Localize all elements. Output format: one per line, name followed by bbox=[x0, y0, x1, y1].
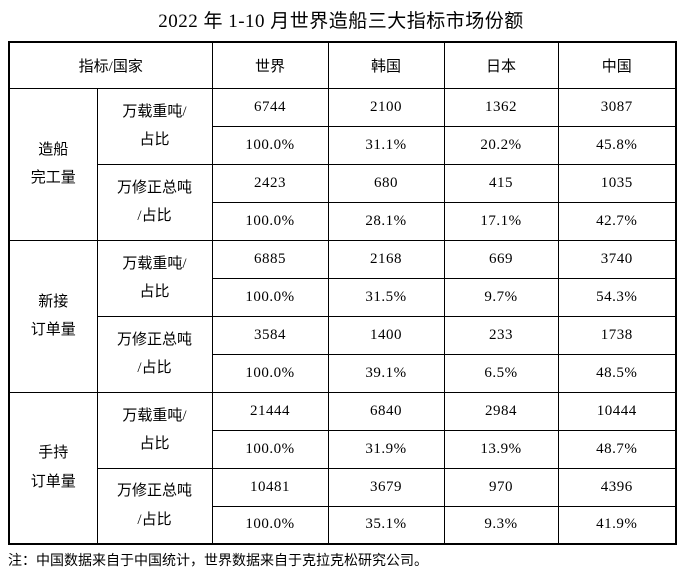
share-cell: 100.0% bbox=[211, 429, 329, 469]
share-cell: 9.7% bbox=[443, 277, 559, 317]
value-cell: 6744 bbox=[211, 87, 329, 127]
share-cell: 41.9% bbox=[557, 505, 677, 545]
table-row: 万修正总吨 /占比 2423 680 415 1035 bbox=[9, 163, 677, 241]
share-cell: 45.8% bbox=[557, 125, 677, 165]
share-cell: 100.0% bbox=[211, 505, 329, 545]
value-cell: 3584 bbox=[211, 315, 329, 355]
value-cell: 1400 bbox=[327, 315, 445, 355]
label-line: 万修正总吨 bbox=[117, 179, 193, 196]
value-cell: 1738 bbox=[557, 315, 677, 355]
label-line: 完工量 bbox=[30, 170, 76, 186]
value-cell: 2423 bbox=[211, 163, 329, 203]
header-japan: 日本 bbox=[443, 41, 559, 89]
market-share-table: 指标/国家 世界 韩国 日本 中国 造船 完工量 万载重吨/ 占比 6744 2… bbox=[8, 41, 678, 545]
header-china: 中国 bbox=[557, 41, 677, 89]
metric-label-dwt: 万载重吨/ 占比 bbox=[96, 391, 213, 469]
table-row: 100.0% 31.9% 13.9% 48.7% bbox=[9, 429, 677, 469]
share-cell: 48.7% bbox=[557, 429, 677, 469]
share-cell: 100.0% bbox=[211, 125, 329, 165]
label-line: /占比 bbox=[137, 360, 172, 376]
value-cell: 669 bbox=[443, 239, 559, 279]
label-line: 万载重吨/ bbox=[122, 103, 187, 120]
table-row: 万修正总吨 /占比 3584 1400 233 1738 bbox=[9, 315, 677, 393]
value-cell: 4396 bbox=[557, 467, 677, 507]
label-line: /占比 bbox=[137, 511, 172, 528]
label-line: 占比 bbox=[139, 284, 170, 300]
share-cell: 39.1% bbox=[327, 353, 445, 393]
label-line: 造船 bbox=[38, 141, 69, 158]
share-cell: 31.1% bbox=[327, 125, 445, 165]
table-row: 100.0% 35.1% 9.3% 41.9% bbox=[9, 505, 677, 545]
share-cell: 9.3% bbox=[443, 505, 559, 545]
share-cell: 100.0% bbox=[211, 277, 329, 317]
metric-label-dwt: 万载重吨/ 占比 bbox=[96, 239, 213, 317]
value-cell: 1035 bbox=[557, 163, 677, 203]
value-cell: 680 bbox=[327, 163, 445, 203]
share-cell: 35.1% bbox=[327, 505, 445, 545]
table-row: 100.0% 28.1% 17.1% 42.7% bbox=[9, 201, 677, 241]
value-cell: 233 bbox=[443, 315, 559, 355]
metric-label-dwt: 万载重吨/ 占比 bbox=[96, 87, 213, 165]
metric-label-cgt: 万修正总吨 /占比 bbox=[96, 315, 213, 393]
table-row: 100.0% 31.5% 9.7% 54.3% bbox=[9, 277, 677, 317]
group-label-completions: 造船 完工量 bbox=[8, 87, 98, 241]
label-line: 订单量 bbox=[30, 473, 76, 490]
share-cell: 13.9% bbox=[443, 429, 559, 469]
metric-label-cgt: 万修正总吨 /占比 bbox=[96, 163, 213, 241]
value-cell: 2100 bbox=[327, 87, 445, 127]
footnote: 注：中国数据来自于中国统计，世界数据来自于克拉克松研究公司。 bbox=[8, 554, 428, 568]
value-cell: 3740 bbox=[557, 239, 677, 279]
page-title: 2022 年 1-10 月世界造船三大指标市场份额 bbox=[158, 11, 524, 32]
value-cell: 6840 bbox=[327, 391, 445, 431]
header-indicator-country: 指标/国家 bbox=[8, 41, 213, 89]
table-row: 新接 订单量 万载重吨/ 占比 6885 2168 669 3740 bbox=[8, 239, 677, 393]
label-line: 万修正总吨 bbox=[117, 331, 193, 348]
label-line: 万载重吨/ bbox=[122, 407, 187, 424]
label-line: 订单量 bbox=[30, 322, 76, 338]
value-cell: 1362 bbox=[443, 87, 559, 127]
share-cell: 100.0% bbox=[211, 353, 329, 393]
share-cell: 31.9% bbox=[327, 429, 445, 469]
share-cell: 20.2% bbox=[443, 125, 559, 165]
label-line: 新接 bbox=[38, 293, 69, 310]
label-line: 万载重吨/ bbox=[122, 255, 187, 272]
table-row: 手持 订单量 万载重吨/ 占比 21444 6840 2984 10444 bbox=[8, 391, 677, 545]
share-cell: 28.1% bbox=[327, 201, 445, 241]
share-cell: 48.5% bbox=[557, 353, 677, 393]
metric-label-cgt: 万修正总吨 /占比 bbox=[96, 467, 213, 545]
table-row: 100.0% 39.1% 6.5% 48.5% bbox=[9, 353, 677, 393]
group-label-order-book: 手持 订单量 bbox=[8, 391, 98, 545]
value-cell: 10481 bbox=[211, 467, 329, 507]
value-cell: 2984 bbox=[443, 391, 559, 431]
share-cell: 31.5% bbox=[327, 277, 445, 317]
share-cell: 54.3% bbox=[557, 277, 677, 317]
value-cell: 3087 bbox=[557, 87, 677, 127]
value-cell: 2168 bbox=[327, 239, 445, 279]
table-row: 万修正总吨 /占比 10481 3679 970 4396 bbox=[9, 467, 677, 545]
share-cell: 17.1% bbox=[443, 201, 559, 241]
share-cell: 6.5% bbox=[443, 353, 559, 393]
value-cell: 6885 bbox=[211, 239, 329, 279]
value-cell: 3679 bbox=[327, 467, 445, 507]
share-cell: 42.7% bbox=[557, 201, 677, 241]
label-line: 手持 bbox=[38, 445, 69, 462]
value-cell: 415 bbox=[443, 163, 559, 203]
group-label-new-orders: 新接 订单量 bbox=[8, 239, 98, 393]
label-line: /占比 bbox=[137, 208, 172, 224]
value-cell: 970 bbox=[443, 467, 559, 507]
header-korea: 韩国 bbox=[327, 41, 445, 89]
table-header-row: 指标/国家 世界 韩国 日本 中国 bbox=[8, 41, 677, 89]
label-line: 万修正总吨 bbox=[117, 483, 193, 500]
table-row: 100.0% 31.1% 20.2% 45.8% bbox=[9, 125, 677, 165]
table-row: 造船 完工量 万载重吨/ 占比 6744 2100 1362 3087 bbox=[8, 87, 677, 241]
value-cell: 21444 bbox=[211, 391, 329, 431]
label-line: 占比 bbox=[139, 436, 170, 452]
label-line: 占比 bbox=[139, 132, 170, 148]
share-cell: 100.0% bbox=[211, 201, 329, 241]
header-world: 世界 bbox=[211, 41, 329, 89]
value-cell: 10444 bbox=[557, 391, 677, 431]
